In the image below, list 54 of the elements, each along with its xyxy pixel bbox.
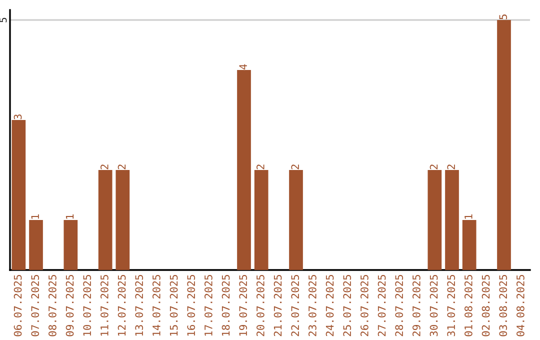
x-tick-label: 17.07.2025: [204, 275, 212, 336]
data-label: 1: [464, 214, 472, 219]
x-tick-label: 24.07.2025: [326, 275, 334, 336]
data-label: 2: [100, 164, 108, 170]
x-tick-label: 14.07.2025: [152, 275, 160, 336]
x-tick-label: 01.08.2025: [464, 275, 472, 336]
bar: [116, 170, 130, 270]
data-label: 2: [447, 164, 455, 170]
x-tick-label: 15.07.2025: [170, 275, 178, 336]
x-tick-label: 07.07.2025: [31, 275, 40, 336]
data-label: 2: [291, 164, 299, 170]
bar: [64, 220, 78, 270]
bar: [12, 120, 26, 270]
x-tick-label: 16.07.2025: [187, 275, 196, 336]
x-tick-label: 02.08.2025: [482, 275, 490, 336]
bar: [29, 220, 43, 270]
data-label: 3: [14, 114, 22, 120]
x-tick-label: 25.07.2025: [343, 275, 352, 336]
x-tick-label: 28.07.2025: [395, 275, 404, 336]
data-label: 1: [31, 214, 39, 219]
x-tick-label: 29.07.2025: [412, 275, 420, 336]
x-tick-label: 04.08.2025: [516, 275, 524, 336]
x-tick-label: 27.07.2025: [378, 275, 386, 336]
x-tick-label: 11.07.2025: [100, 275, 108, 336]
x-tick-label: 23.07.2025: [308, 275, 316, 336]
data-label: 5: [499, 14, 508, 20]
data-label: 2: [430, 164, 438, 170]
bar: [98, 170, 112, 270]
data-label: 2: [118, 164, 126, 170]
x-tick-label: 12.07.2025: [118, 275, 126, 336]
x-tick-label: 03.08.2025: [499, 275, 508, 336]
x-tick-label: 13.07.2025: [135, 275, 144, 336]
bar: [289, 170, 303, 270]
bar: [237, 70, 251, 270]
x-tick-label: 10.07.2025: [83, 275, 92, 336]
bar: [445, 170, 459, 270]
x-tick-label: 18.07.2025: [222, 275, 230, 336]
x-tick-label: 08.07.2025: [48, 275, 56, 336]
x-tick-label: 06.07.2025: [14, 275, 22, 336]
x-tick-label: 30.07.2025: [430, 275, 438, 336]
x-tick-label: 31.07.2025: [447, 275, 456, 336]
x-tick-label: 26.07.2025: [360, 275, 368, 336]
bar: [462, 220, 476, 270]
x-tick-label: 20.07.2025: [256, 275, 264, 336]
data-label: 1: [66, 214, 74, 219]
x-tick-label: 09.07.2025: [66, 275, 74, 336]
data-label: 2: [256, 164, 264, 170]
x-tick-label: 22.07.2025: [291, 275, 300, 336]
bar: [428, 170, 442, 270]
data-label: 4: [239, 64, 247, 70]
bar: [254, 170, 268, 270]
x-tick-label: 19.07.2025: [239, 275, 248, 336]
x-tick-label: 21.07.2025: [274, 275, 282, 336]
bar: [497, 20, 511, 270]
